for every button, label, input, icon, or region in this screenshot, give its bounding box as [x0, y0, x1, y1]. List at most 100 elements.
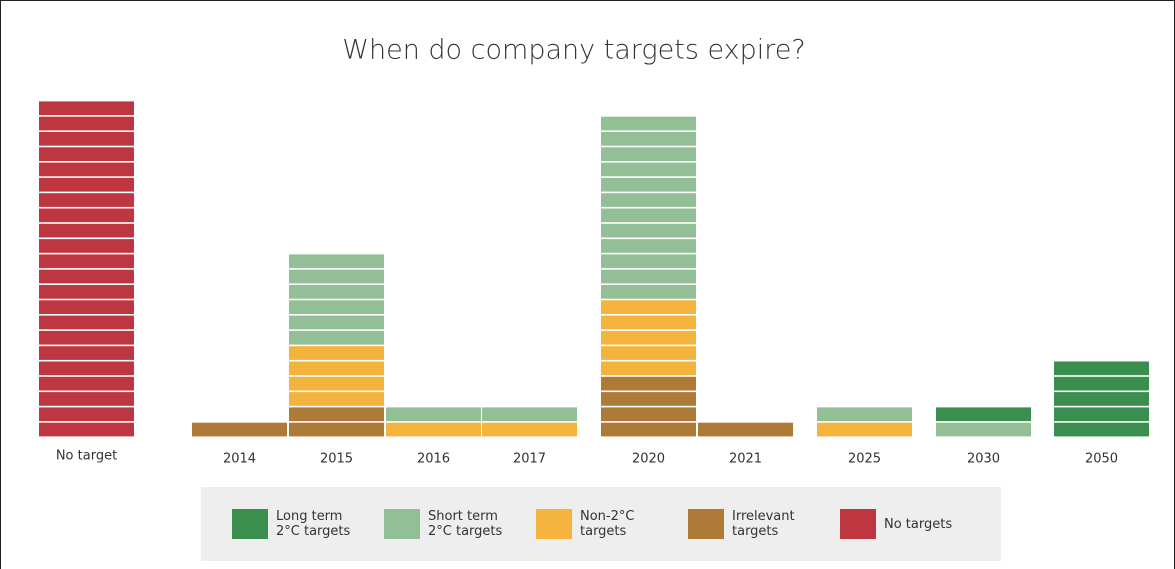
unit — [39, 315, 134, 330]
unit — [289, 315, 384, 330]
unit — [1054, 376, 1149, 391]
unit — [39, 208, 134, 223]
legend-label: Irrelevant targets — [732, 509, 795, 539]
unit — [386, 422, 481, 437]
x-tick-label: No target — [56, 449, 117, 464]
legend-label: Short term 2°C targets — [428, 509, 503, 539]
segment — [601, 300, 696, 376]
unit — [39, 177, 134, 192]
unit — [39, 193, 134, 207]
x-tick-label: 2020 — [632, 452, 665, 467]
unit — [289, 269, 384, 284]
legend-swatch — [688, 509, 724, 539]
unit — [386, 407, 481, 422]
unit — [289, 422, 384, 437]
unit — [601, 162, 696, 177]
unit — [601, 116, 696, 131]
unit — [936, 422, 1031, 437]
segment — [386, 422, 481, 437]
segment — [386, 407, 481, 422]
unit — [39, 162, 134, 177]
unit — [39, 132, 134, 146]
segment — [601, 376, 696, 437]
unit — [289, 346, 384, 360]
segment — [482, 422, 577, 437]
unit — [39, 376, 134, 391]
unit — [601, 346, 696, 360]
segment — [289, 346, 384, 406]
legend-swatch — [232, 509, 268, 539]
unit — [39, 346, 134, 360]
legend-swatch — [840, 509, 876, 539]
segment — [39, 101, 134, 437]
segment — [192, 422, 287, 437]
segment — [289, 407, 384, 437]
x-tick-label: 2015 — [320, 452, 353, 467]
unit — [289, 300, 384, 314]
unit — [39, 285, 134, 299]
unit — [601, 208, 696, 223]
x-tick-label: 2016 — [417, 452, 450, 467]
segment — [698, 422, 793, 437]
unit — [482, 422, 577, 437]
unit — [1054, 392, 1149, 406]
unit — [39, 300, 134, 314]
unit — [289, 392, 384, 406]
legend-label: Long term 2°C targets — [276, 509, 351, 539]
unit — [601, 254, 696, 269]
unit — [601, 147, 696, 161]
legend-item: Non-2°C targets — [536, 509, 666, 539]
unit — [817, 422, 912, 437]
unit — [289, 376, 384, 391]
unit — [601, 193, 696, 207]
unit — [39, 147, 134, 161]
unit — [601, 132, 696, 146]
unit — [601, 392, 696, 406]
segment — [601, 116, 696, 299]
legend-item: Irrelevant targets — [688, 509, 818, 539]
x-tick-label: 2021 — [729, 452, 762, 467]
unit — [289, 407, 384, 422]
unit — [601, 422, 696, 437]
unit — [817, 407, 912, 422]
unit — [601, 300, 696, 314]
segment — [289, 254, 384, 345]
unit — [1054, 361, 1149, 376]
legend-item: Short term 2°C targets — [384, 509, 514, 539]
unit — [936, 407, 1031, 422]
segment — [817, 422, 912, 437]
unit — [601, 330, 696, 345]
unit — [1054, 422, 1149, 437]
legend-item: Long term 2°C targets — [232, 509, 362, 539]
unit — [601, 315, 696, 330]
unit — [1054, 407, 1149, 422]
unit — [601, 269, 696, 284]
unit — [601, 376, 696, 391]
x-tick-label: 2050 — [1085, 452, 1118, 467]
unit — [39, 223, 134, 238]
x-tick-label: 2025 — [848, 452, 881, 467]
unit — [39, 239, 134, 253]
unit — [39, 101, 134, 116]
unit — [39, 392, 134, 406]
unit — [289, 330, 384, 345]
unit — [39, 422, 134, 437]
segment — [482, 407, 577, 422]
unit — [601, 239, 696, 253]
unit — [601, 285, 696, 299]
unit — [289, 361, 384, 376]
unit — [39, 330, 134, 345]
unit — [601, 177, 696, 192]
unit — [601, 407, 696, 422]
segment — [817, 407, 912, 422]
segment — [1054, 361, 1149, 437]
legend: Long term 2°C targets Short term 2°C targ… — [201, 487, 1001, 561]
legend-item: No targets — [840, 509, 970, 539]
unit — [39, 254, 134, 269]
unit — [192, 422, 287, 437]
unit — [601, 361, 696, 376]
unit — [39, 407, 134, 422]
unit — [698, 422, 793, 437]
